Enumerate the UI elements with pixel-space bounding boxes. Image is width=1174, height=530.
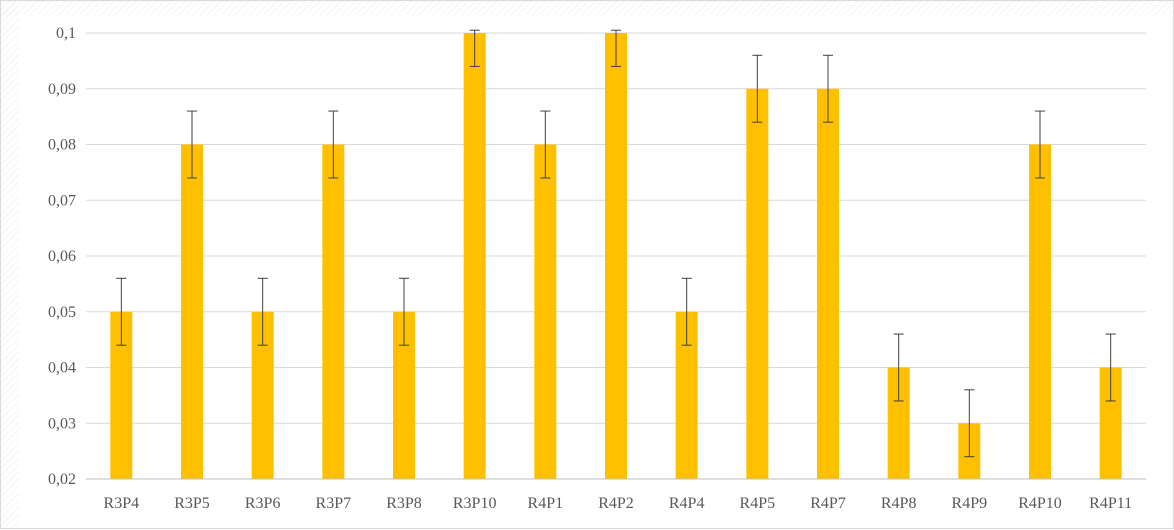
x-tick-label: R4P8 [881,495,917,512]
x-tick-label: R3P7 [316,495,352,512]
x-tick-label: R4P10 [1018,495,1062,512]
bar [675,311,698,479]
y-tick-label: 0,09 [48,81,76,98]
bar [887,367,910,479]
x-tick-label: R4P1 [528,495,564,512]
y-tick-label: 0,05 [48,304,76,321]
x-tick-label: R4P7 [810,495,846,512]
bar [251,311,274,479]
x-tick-label: R3P10 [453,495,497,512]
bar [463,33,486,479]
bar [534,144,557,479]
bar [181,144,203,479]
bar [1099,367,1122,479]
x-tick-label: R3P4 [104,495,140,512]
bar [817,88,839,479]
y-tick-label: 0,04 [48,360,76,377]
bar [110,311,133,479]
bar [393,311,415,479]
x-tick-label: R3P8 [386,495,422,512]
bar [1029,144,1051,479]
x-tick-label: R3P5 [174,495,210,512]
y-tick-label: 0,1 [56,25,76,42]
x-tick-label: R3P6 [245,495,281,512]
y-tick-label: 0,03 [48,415,76,432]
x-tick-label: R4P2 [598,495,634,512]
y-tick-label: 0,07 [48,192,76,209]
y-tick-label: 0,08 [48,137,76,154]
bar [605,33,627,479]
x-tick-label: R4P4 [669,495,705,512]
bar [746,88,769,479]
x-tick-label: R4P9 [952,495,988,512]
x-tick-label: R4P11 [1089,495,1132,512]
x-tick-label: R4P5 [740,495,776,512]
y-tick-label: 0,02 [48,471,76,488]
y-tick-label: 0,06 [48,248,76,265]
bar [322,144,345,479]
